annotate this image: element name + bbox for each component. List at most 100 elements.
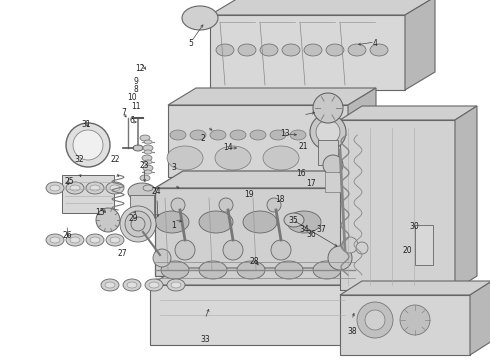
Polygon shape bbox=[150, 285, 355, 345]
Bar bbox=[325, 172, 341, 192]
Text: 10: 10 bbox=[127, 94, 137, 102]
Text: 15: 15 bbox=[96, 208, 105, 217]
Text: 6: 6 bbox=[130, 116, 135, 125]
Text: 25: 25 bbox=[65, 177, 74, 186]
Ellipse shape bbox=[182, 6, 218, 30]
Circle shape bbox=[66, 123, 110, 167]
Text: 29: 29 bbox=[128, 214, 138, 223]
Text: 30: 30 bbox=[409, 222, 419, 231]
Text: 21: 21 bbox=[298, 143, 308, 152]
Ellipse shape bbox=[304, 44, 322, 56]
Text: 33: 33 bbox=[200, 335, 210, 343]
Text: 8: 8 bbox=[133, 85, 138, 94]
Ellipse shape bbox=[167, 146, 203, 170]
Ellipse shape bbox=[70, 185, 80, 191]
Ellipse shape bbox=[287, 211, 321, 233]
Polygon shape bbox=[348, 88, 376, 177]
Text: 18: 18 bbox=[275, 195, 285, 204]
Text: 5: 5 bbox=[189, 40, 194, 49]
Ellipse shape bbox=[145, 279, 163, 291]
Ellipse shape bbox=[140, 135, 150, 141]
Ellipse shape bbox=[90, 185, 100, 191]
Ellipse shape bbox=[313, 261, 341, 279]
Ellipse shape bbox=[101, 279, 119, 291]
Polygon shape bbox=[340, 295, 470, 355]
Ellipse shape bbox=[105, 282, 115, 288]
Text: 27: 27 bbox=[118, 249, 127, 258]
Text: 11: 11 bbox=[131, 102, 141, 111]
Text: 37: 37 bbox=[316, 225, 326, 234]
Ellipse shape bbox=[133, 145, 143, 151]
Polygon shape bbox=[340, 120, 455, 290]
Circle shape bbox=[223, 240, 243, 260]
Ellipse shape bbox=[140, 175, 150, 181]
Circle shape bbox=[400, 305, 430, 335]
Ellipse shape bbox=[144, 140, 152, 144]
Text: 16: 16 bbox=[296, 169, 306, 178]
Text: 28: 28 bbox=[249, 256, 259, 266]
Text: 3: 3 bbox=[172, 163, 176, 172]
Circle shape bbox=[316, 120, 340, 144]
Ellipse shape bbox=[275, 261, 303, 279]
Polygon shape bbox=[470, 281, 490, 355]
Ellipse shape bbox=[143, 185, 153, 191]
Circle shape bbox=[356, 242, 368, 254]
Circle shape bbox=[328, 246, 352, 270]
Polygon shape bbox=[340, 106, 477, 120]
Circle shape bbox=[73, 130, 103, 160]
Ellipse shape bbox=[110, 237, 120, 243]
Circle shape bbox=[96, 208, 120, 232]
Ellipse shape bbox=[167, 279, 185, 291]
Ellipse shape bbox=[50, 185, 60, 191]
Ellipse shape bbox=[46, 182, 64, 194]
Ellipse shape bbox=[263, 146, 299, 170]
Circle shape bbox=[267, 198, 281, 212]
Ellipse shape bbox=[144, 170, 152, 174]
Polygon shape bbox=[405, 0, 435, 90]
Ellipse shape bbox=[144, 150, 152, 154]
Ellipse shape bbox=[237, 261, 265, 279]
Text: 34: 34 bbox=[300, 225, 310, 234]
Circle shape bbox=[125, 211, 151, 237]
Ellipse shape bbox=[199, 261, 227, 279]
Ellipse shape bbox=[210, 130, 226, 140]
Ellipse shape bbox=[143, 165, 153, 171]
Circle shape bbox=[219, 198, 233, 212]
Ellipse shape bbox=[123, 279, 141, 291]
Ellipse shape bbox=[310, 130, 326, 140]
Ellipse shape bbox=[230, 130, 246, 140]
Text: 14: 14 bbox=[223, 143, 233, 152]
Polygon shape bbox=[155, 188, 350, 276]
Ellipse shape bbox=[216, 44, 234, 56]
Polygon shape bbox=[155, 171, 378, 188]
Circle shape bbox=[131, 217, 145, 231]
Bar bbox=[318, 140, 338, 165]
Text: 7: 7 bbox=[121, 108, 126, 117]
Ellipse shape bbox=[161, 261, 189, 279]
Text: 20: 20 bbox=[403, 246, 413, 255]
Text: 24: 24 bbox=[152, 187, 162, 196]
Ellipse shape bbox=[66, 182, 84, 194]
Text: 19: 19 bbox=[244, 190, 254, 199]
Text: 23: 23 bbox=[140, 161, 149, 170]
Circle shape bbox=[171, 198, 185, 212]
Circle shape bbox=[342, 237, 358, 253]
Circle shape bbox=[310, 114, 346, 150]
Ellipse shape bbox=[142, 155, 152, 161]
Ellipse shape bbox=[128, 183, 156, 201]
Ellipse shape bbox=[46, 234, 64, 246]
Text: 2: 2 bbox=[201, 134, 206, 143]
Ellipse shape bbox=[199, 211, 233, 233]
Bar bbox=[62, 175, 114, 213]
Polygon shape bbox=[455, 106, 477, 290]
Text: 32: 32 bbox=[74, 154, 84, 163]
Ellipse shape bbox=[348, 44, 366, 56]
Ellipse shape bbox=[243, 211, 277, 233]
Ellipse shape bbox=[250, 130, 266, 140]
Ellipse shape bbox=[66, 234, 84, 246]
Ellipse shape bbox=[127, 282, 137, 288]
Ellipse shape bbox=[128, 216, 156, 234]
Circle shape bbox=[365, 310, 385, 330]
Ellipse shape bbox=[106, 182, 124, 194]
Circle shape bbox=[357, 302, 393, 338]
